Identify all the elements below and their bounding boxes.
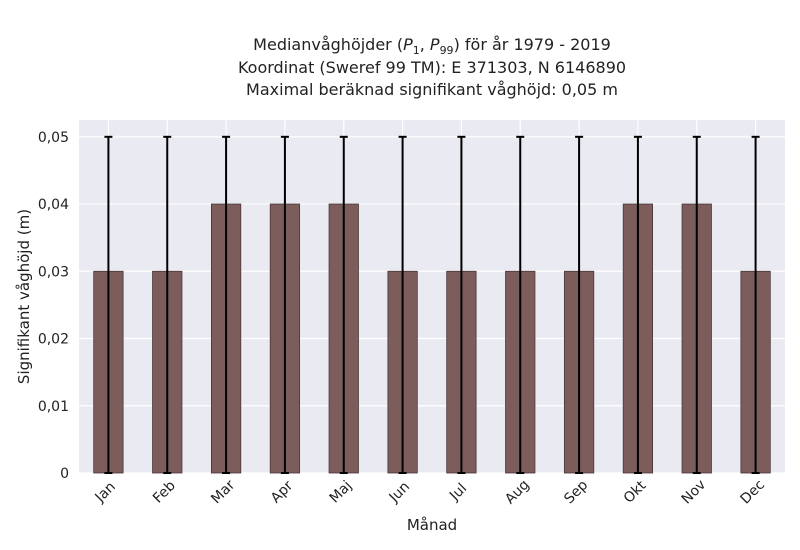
y-tick-label: 0,05	[38, 130, 69, 146]
error-bar	[692, 135, 701, 474]
error-bar	[751, 135, 760, 474]
y-tick-label: 0	[60, 466, 69, 482]
x-tick-label: Sep	[561, 477, 591, 507]
y-tick-label: 0,01	[38, 399, 69, 415]
y-tick-label: 0,03	[38, 264, 69, 280]
y-tick-label: 0,02	[38, 332, 69, 348]
chart-title-line-3: Maximal beräknad signifikant våghöjd: 0,…	[246, 80, 618, 99]
error-bar	[222, 135, 231, 474]
chart-title-line-1: Medianvåghöjder (P1, P99) för år 1979 - …	[253, 35, 611, 58]
error-bar	[633, 135, 642, 474]
x-axis-label: Månad	[407, 516, 457, 534]
chart-title-line-2: Koordinat (Sweref 99 TM): E 371303, N 61…	[237, 58, 627, 77]
x-tick-label: Apr	[268, 478, 297, 507]
x-tick-label: Dec	[738, 477, 768, 507]
x-axis-ticks: Jan Feb Mar Apr Maj Jun Jul Aug Sep Okt Nov Dec	[92, 477, 768, 508]
x-tick-label: Jun	[386, 479, 413, 506]
error-bar	[339, 135, 348, 474]
plot-area	[79, 120, 785, 473]
y-axis-ticks: 0 0,01 0,02 0,03 0,04 0,05	[38, 130, 69, 482]
error-bar	[104, 135, 113, 474]
error-bar	[457, 135, 466, 474]
error-bar	[280, 135, 289, 474]
y-tick-label: 0,04	[38, 197, 69, 213]
x-tick-label: Feb	[150, 478, 179, 507]
x-tick-label: Maj	[327, 478, 356, 507]
x-tick-label: Mar	[208, 477, 238, 507]
y-axis-label: Signifikant våghöjd (m)	[15, 209, 33, 384]
error-bar	[516, 135, 525, 474]
x-tick-label: Jul	[446, 481, 470, 505]
error-bar	[163, 135, 172, 474]
x-tick-label: Okt	[621, 477, 650, 506]
error-bars	[104, 135, 760, 474]
error-bar	[398, 135, 407, 474]
error-bar	[575, 135, 584, 474]
x-tick-label: Aug	[502, 477, 533, 508]
x-tick-label: Jan	[92, 479, 119, 506]
x-tick-label: Nov	[679, 477, 710, 508]
